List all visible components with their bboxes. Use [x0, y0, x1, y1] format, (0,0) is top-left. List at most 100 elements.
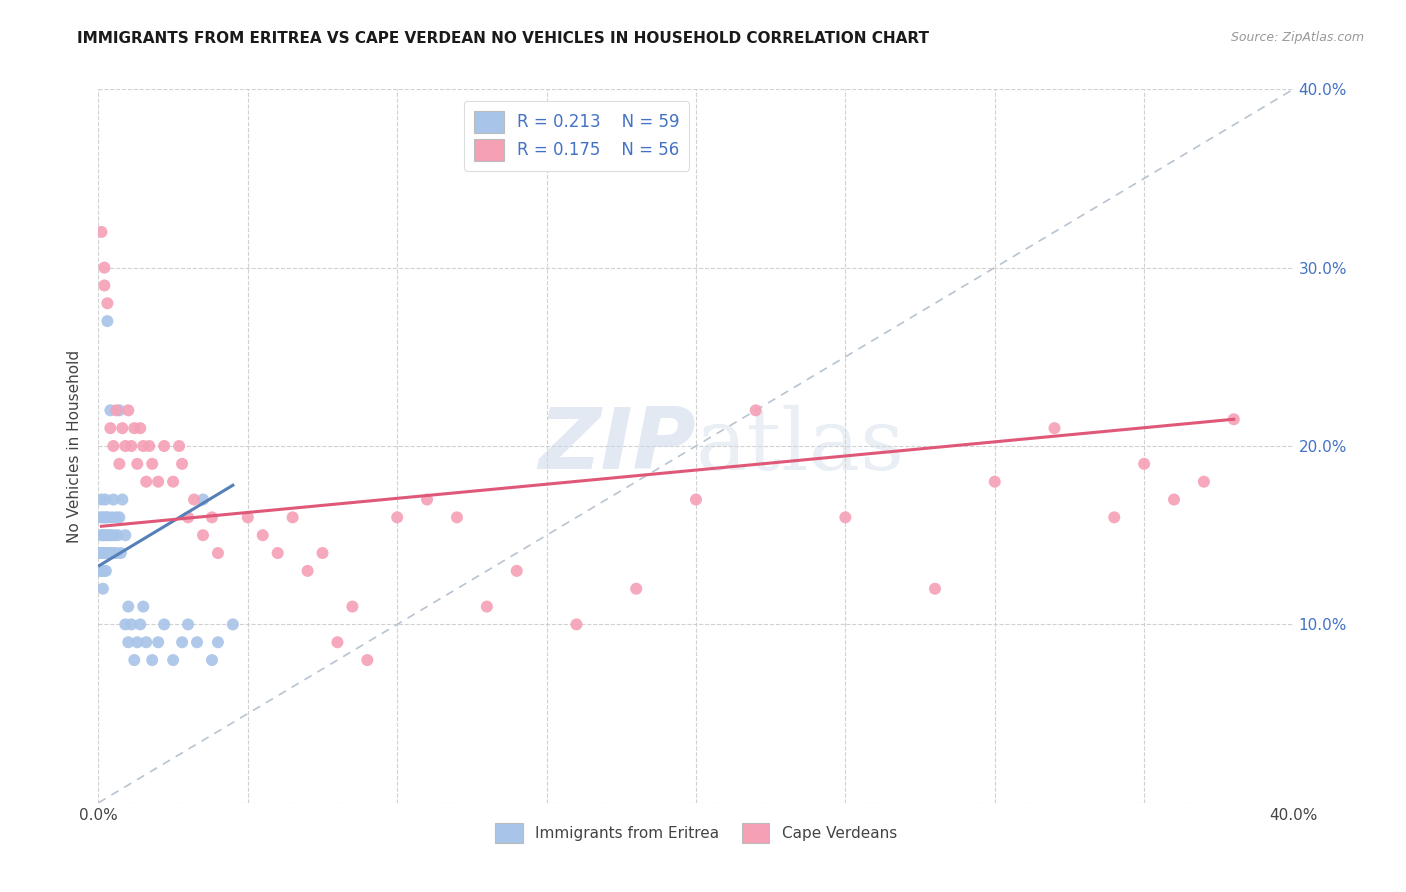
Point [141, 457, 163, 471]
Point [93, 564, 115, 578]
Point [114, 439, 136, 453]
Point [924, 582, 946, 596]
Point [177, 510, 200, 524]
Point [326, 635, 349, 649]
Point [172, 635, 194, 649]
Point [172, 457, 194, 471]
Point [108, 403, 131, 417]
Point [201, 653, 224, 667]
Point [114, 528, 136, 542]
Point [93, 546, 115, 560]
Point [167, 439, 190, 453]
Point [135, 635, 157, 649]
Point [162, 475, 184, 489]
Point [107, 528, 129, 542]
Point [191, 528, 214, 542]
Point [834, 510, 856, 524]
Point [114, 617, 136, 632]
Point [183, 492, 205, 507]
Point [222, 617, 245, 632]
Point [281, 510, 304, 524]
Point [105, 546, 128, 560]
Point [91, 528, 114, 542]
Point [91, 582, 114, 596]
Point [267, 546, 290, 560]
Point [124, 653, 146, 667]
Text: ZIP: ZIP [538, 404, 696, 488]
Point [89, 564, 111, 578]
Point [141, 653, 163, 667]
Point [96, 510, 118, 524]
Point [100, 528, 122, 542]
Point [356, 653, 378, 667]
Point [120, 617, 142, 632]
Point [91, 510, 114, 524]
Point [90, 528, 112, 542]
Point [236, 510, 259, 524]
Point [124, 421, 146, 435]
Point [1104, 510, 1126, 524]
Point [1223, 412, 1246, 426]
Point [385, 510, 409, 524]
Point [91, 564, 114, 578]
Point [103, 528, 125, 542]
Point [132, 599, 155, 614]
Point [93, 510, 115, 524]
Point [90, 492, 112, 507]
Point [97, 510, 120, 524]
Point [94, 492, 117, 507]
Point [252, 528, 274, 542]
Text: Source: ZipAtlas.com: Source: ZipAtlas.com [1230, 31, 1364, 45]
Point [207, 635, 229, 649]
Point [201, 510, 224, 524]
Point [129, 421, 152, 435]
Point [565, 617, 588, 632]
Point [117, 403, 139, 417]
Point [103, 439, 125, 453]
Point [342, 599, 364, 614]
Point [626, 582, 648, 596]
Point [745, 403, 768, 417]
Point [153, 617, 176, 632]
Point [105, 510, 128, 524]
Point [475, 599, 498, 614]
Point [446, 510, 468, 524]
Point [127, 457, 149, 471]
Point [132, 439, 155, 453]
Point [110, 546, 132, 560]
Point [138, 439, 160, 453]
Point [93, 260, 115, 275]
Point [297, 564, 319, 578]
Point [111, 421, 134, 435]
Point [984, 475, 1007, 489]
Point [108, 510, 131, 524]
Y-axis label: No Vehicles in Household: No Vehicles in Household [67, 350, 83, 542]
Point [117, 635, 139, 649]
Point [98, 403, 122, 417]
Point [96, 546, 118, 560]
Point [685, 492, 707, 507]
Point [1043, 421, 1066, 435]
Point [90, 225, 112, 239]
Point [96, 528, 118, 542]
Point [120, 439, 142, 453]
Point [93, 546, 115, 560]
Point [105, 403, 128, 417]
Point [98, 421, 122, 435]
Point [93, 278, 115, 293]
Point [186, 635, 208, 649]
Point [108, 457, 131, 471]
Point [148, 475, 170, 489]
Point [90, 546, 112, 560]
Point [129, 617, 152, 632]
Point [97, 528, 120, 542]
Point [1133, 457, 1156, 471]
Point [127, 635, 149, 649]
Point [103, 546, 125, 560]
Text: atlas: atlas [696, 404, 905, 488]
Point [162, 653, 184, 667]
Point [207, 546, 229, 560]
Point [148, 635, 170, 649]
Point [416, 492, 439, 507]
Point [111, 492, 134, 507]
